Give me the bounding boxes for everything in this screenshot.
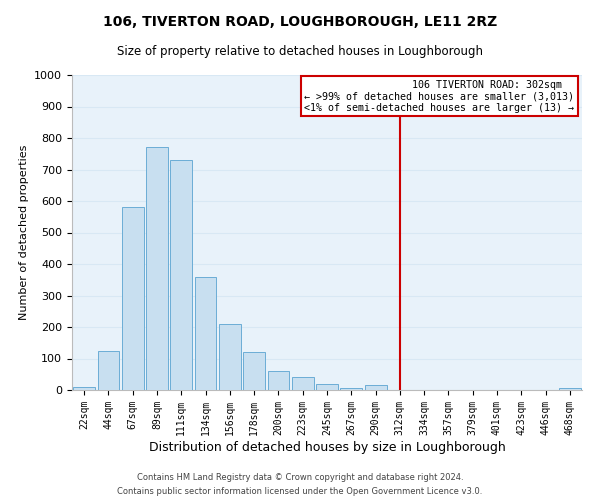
Bar — [559, 388, 581, 390]
Bar — [73, 387, 95, 390]
Bar — [170, 160, 192, 390]
Bar — [97, 350, 119, 390]
Bar — [146, 148, 168, 390]
Text: Contains public sector information licensed under the Open Government Licence v3: Contains public sector information licen… — [118, 486, 482, 496]
Text: Contains HM Land Registry data © Crown copyright and database right 2024.: Contains HM Land Registry data © Crown c… — [137, 473, 463, 482]
Bar — [292, 378, 314, 390]
Text: Size of property relative to detached houses in Loughborough: Size of property relative to detached ho… — [117, 45, 483, 58]
Text: 106 TIVERTON ROAD: 302sqm  
← >99% of detached houses are smaller (3,013)
<1% of: 106 TIVERTON ROAD: 302sqm ← >99% of deta… — [304, 80, 574, 113]
Bar — [243, 352, 265, 390]
Text: 106, TIVERTON ROAD, LOUGHBOROUGH, LE11 2RZ: 106, TIVERTON ROAD, LOUGHBOROUGH, LE11 2… — [103, 15, 497, 29]
Bar — [340, 388, 362, 390]
Bar — [365, 386, 386, 390]
Y-axis label: Number of detached properties: Number of detached properties — [19, 145, 29, 320]
Bar — [268, 371, 289, 390]
Bar — [194, 276, 217, 390]
Bar — [122, 208, 143, 390]
Bar — [316, 384, 338, 390]
Bar — [219, 324, 241, 390]
X-axis label: Distribution of detached houses by size in Loughborough: Distribution of detached houses by size … — [149, 440, 505, 454]
